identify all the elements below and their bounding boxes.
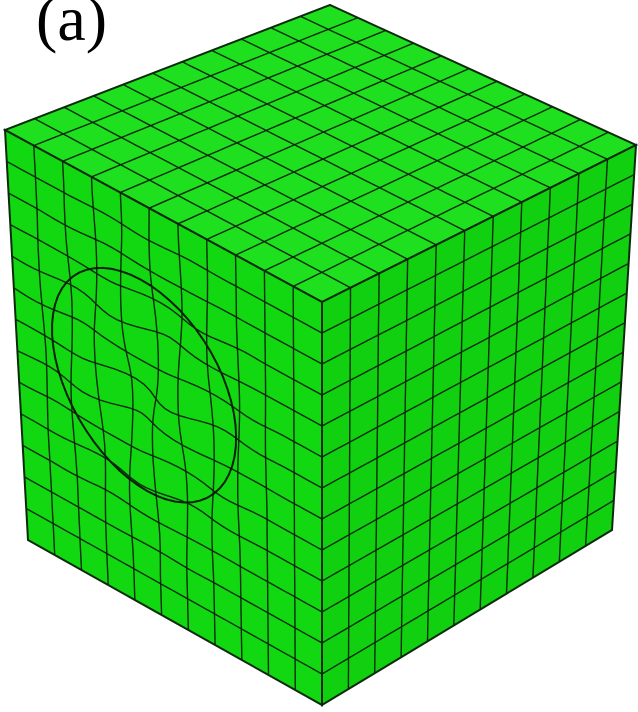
mesh-cube [5, 5, 636, 705]
mesh-figure: (a) [0, 0, 638, 712]
page: (a) (() => { const data = JSON.parse(doc… [0, 0, 638, 712]
panel-label: (a) [36, 0, 107, 54]
